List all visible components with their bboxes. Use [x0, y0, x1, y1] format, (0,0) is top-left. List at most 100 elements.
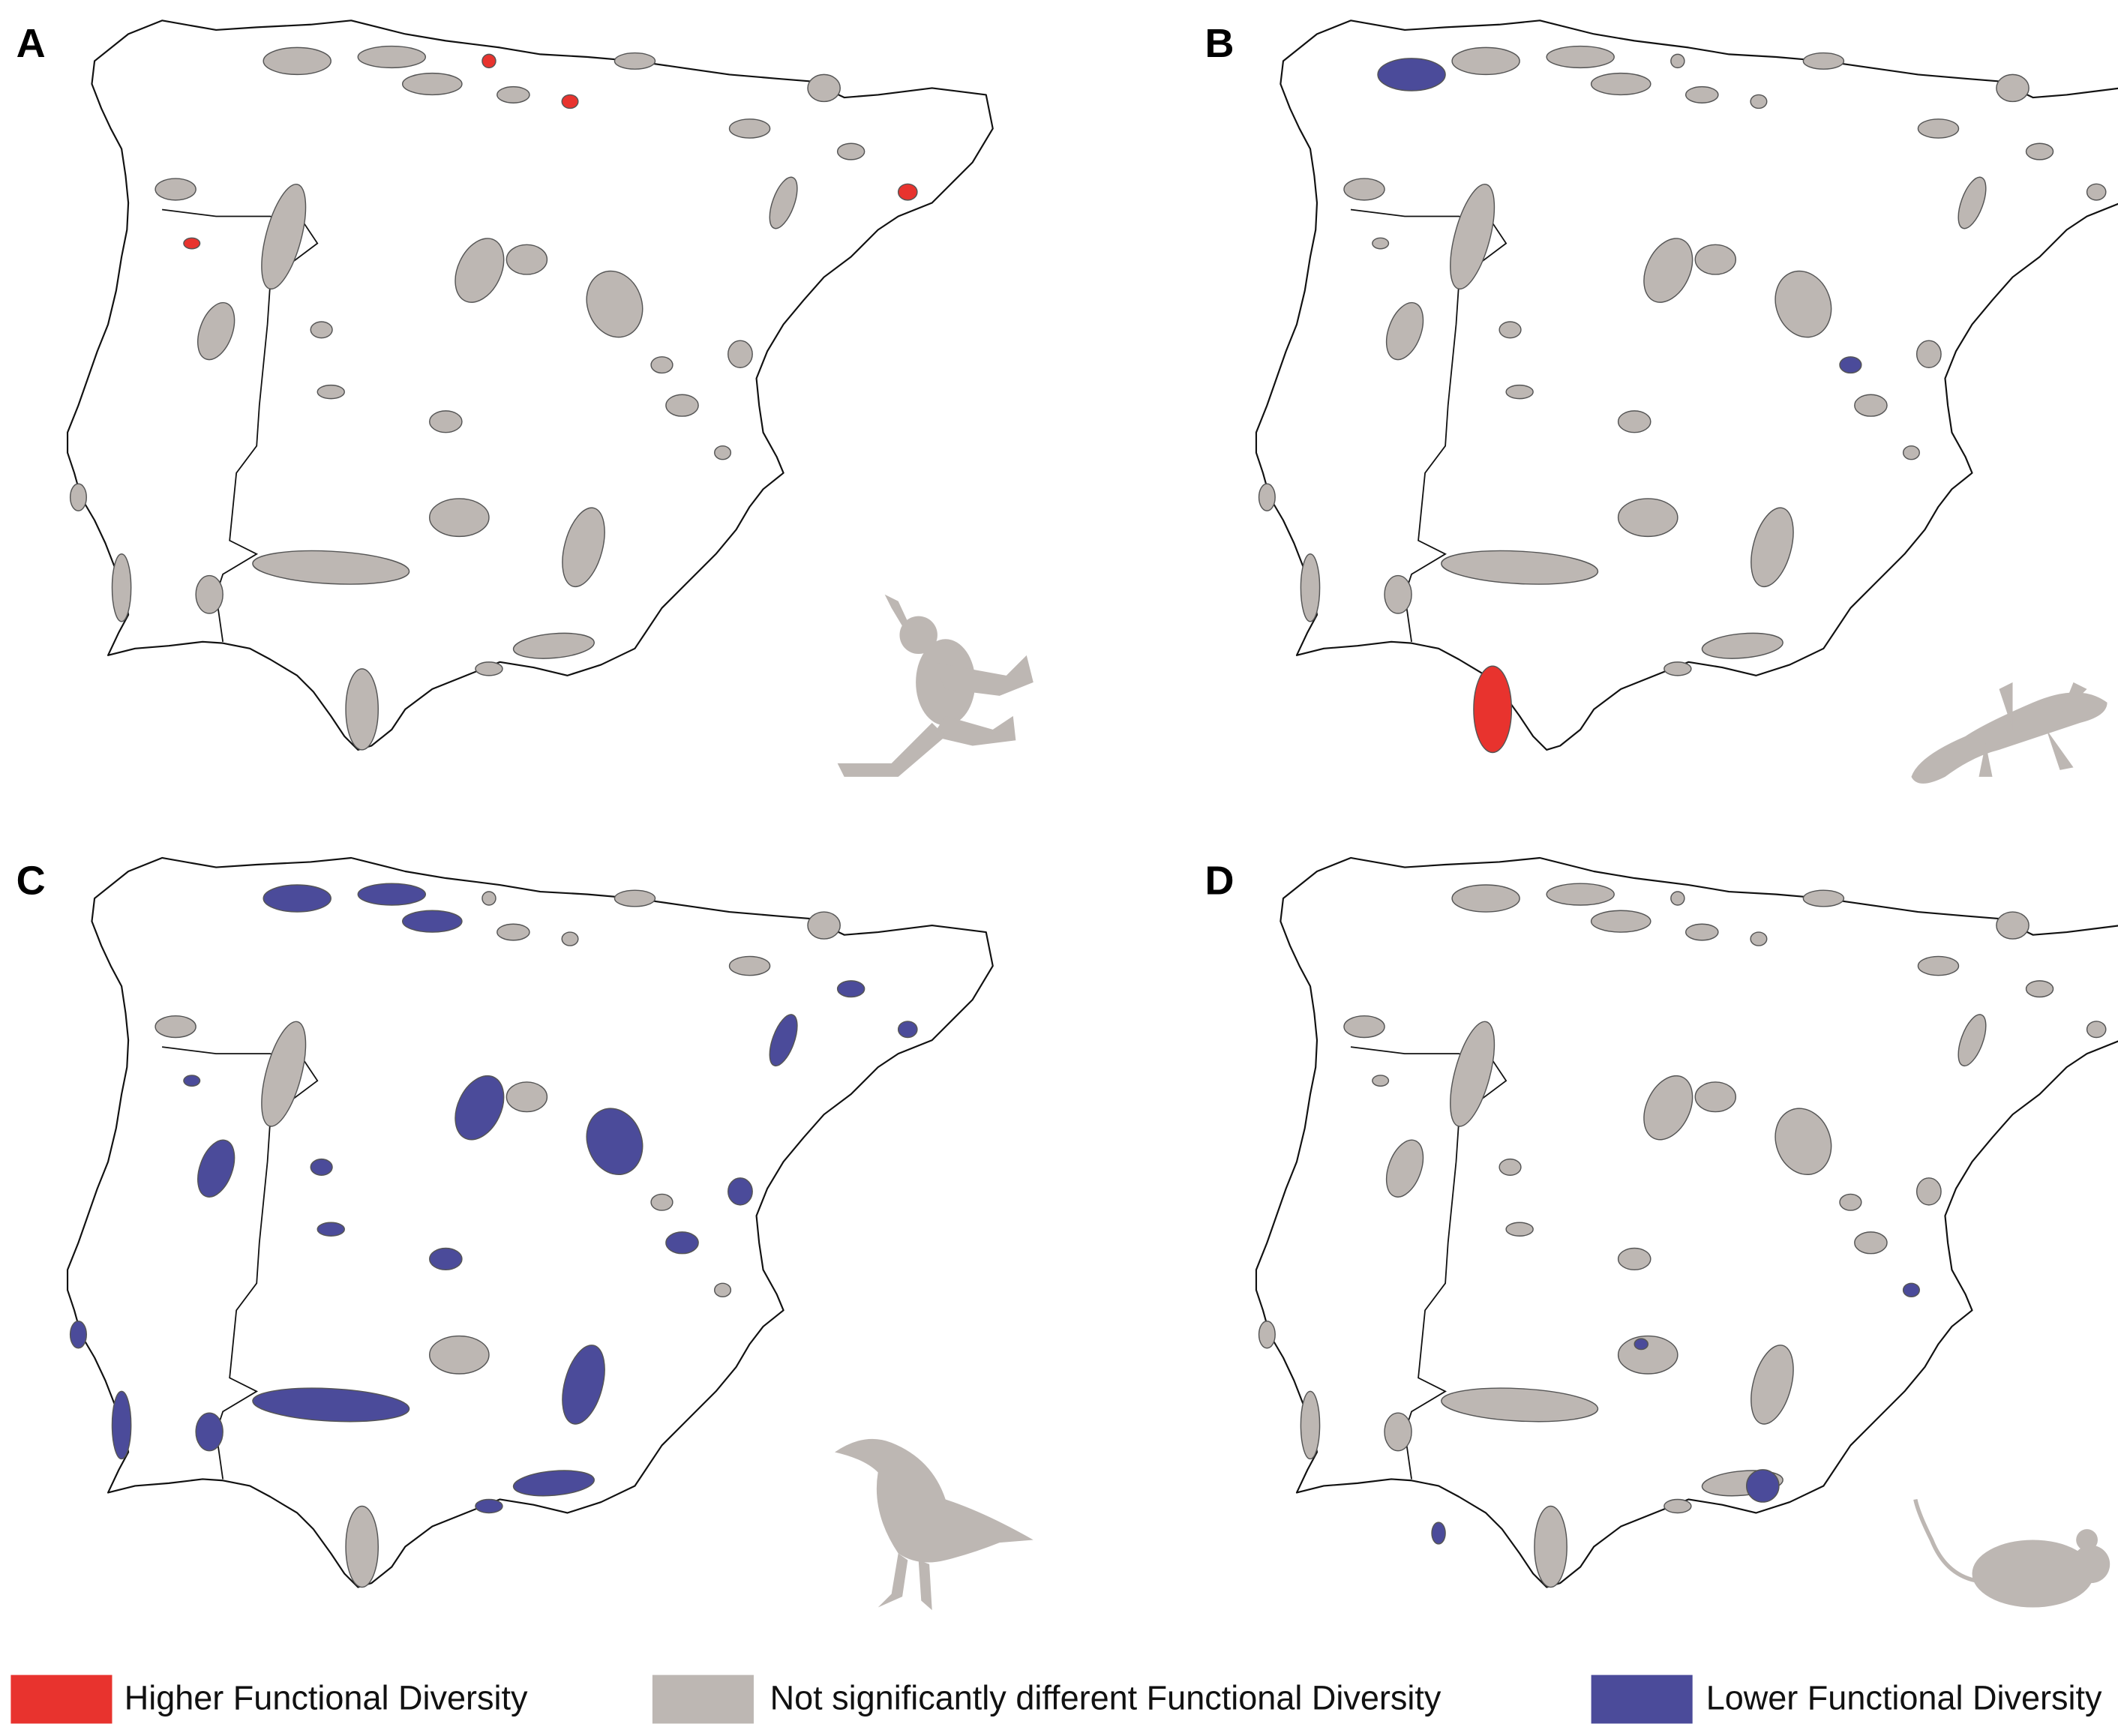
protected-area — [1473, 665, 1513, 754]
protected-area — [1958, 176, 1987, 229]
protected-area — [2086, 183, 2107, 201]
protected-area — [1802, 889, 1845, 907]
protected-area — [1617, 498, 1678, 538]
protected-area — [1750, 931, 1768, 946]
protected-area — [1590, 910, 1652, 933]
protected-area — [2025, 142, 2054, 160]
protected-area — [2086, 1021, 2107, 1039]
protected-area — [1505, 1222, 1534, 1237]
legend-label: Higher Functional Diversity — [124, 1679, 528, 1717]
protected-area — [728, 1177, 753, 1206]
protected-area — [1854, 1231, 1888, 1255]
protected-area — [154, 178, 196, 201]
protected-area — [1505, 384, 1534, 400]
protected-area — [1617, 1247, 1652, 1271]
protected-area — [316, 384, 345, 400]
protected-area — [1450, 183, 1496, 290]
coastline — [66, 856, 994, 1588]
panel-letter: A — [16, 21, 46, 66]
protected-area — [1750, 94, 1768, 109]
protected-area — [1534, 1505, 1568, 1588]
protected-area — [252, 550, 410, 585]
protected-area — [1546, 45, 1615, 69]
protected-area — [836, 142, 866, 160]
protected-area — [262, 46, 332, 76]
protected-area — [111, 553, 132, 622]
protected-area — [1590, 72, 1652, 96]
protected-area — [310, 321, 333, 339]
protected-area — [1617, 410, 1652, 433]
protected-area — [897, 1021, 918, 1039]
panel-letter: B — [1205, 21, 1234, 66]
protected-area — [1498, 1158, 1522, 1176]
protected-area — [2025, 980, 2054, 998]
protected-area — [586, 1108, 644, 1175]
protected-area — [262, 884, 332, 913]
protected-area — [154, 1015, 196, 1039]
protected-area — [586, 270, 644, 338]
map-panel: C — [16, 856, 994, 1588]
protected-area — [562, 507, 605, 588]
protected-area — [512, 632, 595, 659]
protected-area — [496, 85, 530, 103]
protected-area — [454, 238, 505, 303]
mouse-icon — [1913, 1498, 2110, 1608]
panel-letter: C — [16, 858, 46, 903]
protected-area — [1917, 118, 1960, 139]
protected-area — [1343, 178, 1385, 201]
protected-area — [614, 889, 656, 907]
protected-area — [1916, 340, 1942, 368]
protected-area — [562, 1345, 605, 1425]
legend-swatch — [10, 1675, 112, 1724]
protected-area — [69, 483, 87, 511]
protected-area — [1664, 1498, 1692, 1514]
protected-area — [261, 1021, 307, 1127]
protected-area — [650, 1193, 674, 1211]
protected-area — [728, 118, 771, 139]
protected-area — [482, 891, 496, 906]
protected-area — [1385, 1139, 1424, 1198]
protected-area — [1684, 923, 1719, 941]
protected-area — [357, 883, 427, 906]
protected-area — [1372, 237, 1390, 250]
crow-icon — [835, 1438, 1034, 1611]
protected-area — [1451, 884, 1520, 913]
protected-area — [401, 910, 463, 933]
protected-area — [261, 183, 307, 290]
protected-area — [429, 1335, 490, 1375]
protected-area — [1902, 445, 1920, 460]
protected-area — [1431, 1522, 1446, 1545]
protected-area — [1902, 1282, 1920, 1298]
protected-area — [310, 1158, 333, 1176]
protected-area — [1451, 46, 1520, 76]
protected-area — [454, 1075, 505, 1141]
map-panel: A — [16, 19, 994, 751]
protected-area — [1854, 394, 1888, 417]
protected-area — [429, 498, 490, 538]
frog-icon — [837, 594, 1034, 777]
protected-area — [714, 1282, 732, 1298]
protected-area — [1839, 356, 1862, 374]
protected-area — [475, 1498, 503, 1514]
protected-area — [1634, 1338, 1648, 1351]
protected-area — [1745, 1469, 1780, 1503]
protected-area — [1300, 1390, 1321, 1460]
legend-label: Lower Functional Diversity — [1706, 1679, 2102, 1717]
protected-area — [1774, 1108, 1832, 1175]
protected-area — [1839, 1193, 1862, 1211]
protected-area — [650, 356, 674, 374]
coastline — [66, 19, 994, 751]
protected-area — [1300, 553, 1321, 622]
protected-area — [897, 183, 918, 201]
protected-area — [1802, 52, 1845, 70]
protected-area — [252, 1387, 410, 1423]
map-panel: B — [1205, 19, 2118, 754]
protected-area — [1750, 1345, 1794, 1425]
protected-area — [1916, 1177, 1942, 1206]
protected-area — [429, 410, 463, 433]
protected-area — [1917, 955, 1960, 976]
protected-area — [665, 394, 699, 417]
protected-area — [195, 574, 224, 614]
protected-area — [1498, 321, 1522, 339]
protected-area — [665, 1231, 699, 1255]
